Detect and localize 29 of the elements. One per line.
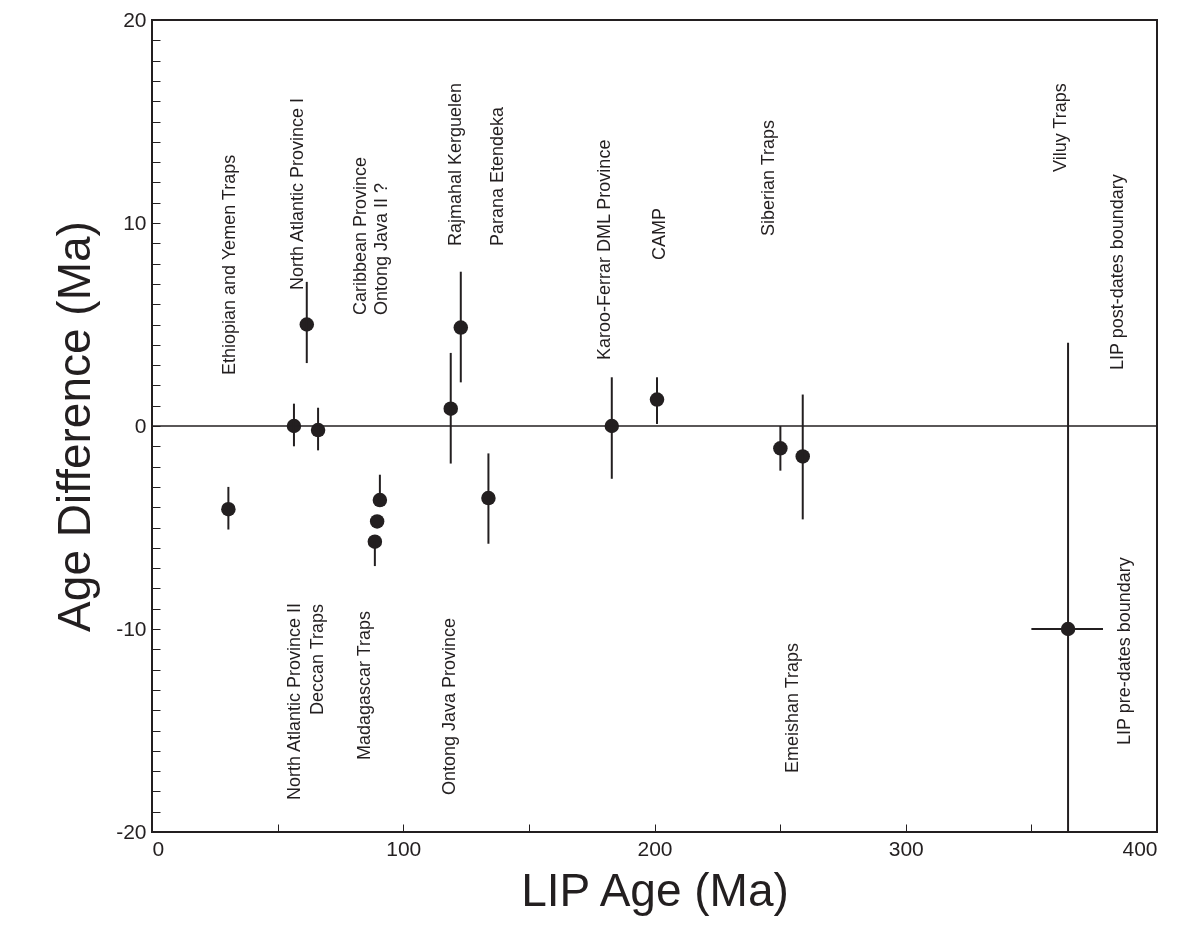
x-tick-label: 300 xyxy=(888,836,924,860)
annotation: Rajmahal Kerguelen xyxy=(445,82,465,246)
annotation: Parana Etendeka xyxy=(487,105,507,246)
annotation: Viluy Traps xyxy=(1050,83,1070,172)
annotation: Madagascar Traps xyxy=(354,610,374,760)
annotation: North Atlantic Province II xyxy=(284,602,304,800)
y-tick-label: 20 xyxy=(123,7,147,31)
x-axis-title: LIP Age (Ma) xyxy=(521,863,789,916)
y-tick-label: 0 xyxy=(134,413,147,437)
annotation: Ontong Java Province xyxy=(439,617,459,795)
y-tick-label: -20 xyxy=(116,819,147,843)
annotation: Caribbean Province xyxy=(350,156,370,315)
annotation: LIP post-dates boundary xyxy=(1107,174,1127,370)
x-tick-label: 200 xyxy=(637,836,673,860)
x-tick-label: 400 xyxy=(1122,836,1158,860)
annotation: Karoo-Ferrar DML Province xyxy=(594,139,614,360)
y-tick-label: 10 xyxy=(123,210,147,234)
annotation: Siberian Traps xyxy=(758,119,778,236)
annotation: LIP pre-dates boundary xyxy=(1114,557,1134,745)
annotation: Emeishan Traps xyxy=(782,642,802,773)
y-axis-title: Age Difference (Ma) xyxy=(48,221,101,632)
annotation: Deccan Traps xyxy=(307,603,327,715)
x-tick-label: 100 xyxy=(386,836,422,860)
annotation: CAMP xyxy=(649,207,669,260)
annotation: North Atlantic Province I xyxy=(287,97,307,290)
annotation: Ethiopian and Yemen Traps xyxy=(219,154,239,375)
annotation: Ontong Java II ? xyxy=(371,182,391,315)
x-tick-label: 0 xyxy=(152,836,165,860)
y-tick-label: -10 xyxy=(116,616,147,640)
